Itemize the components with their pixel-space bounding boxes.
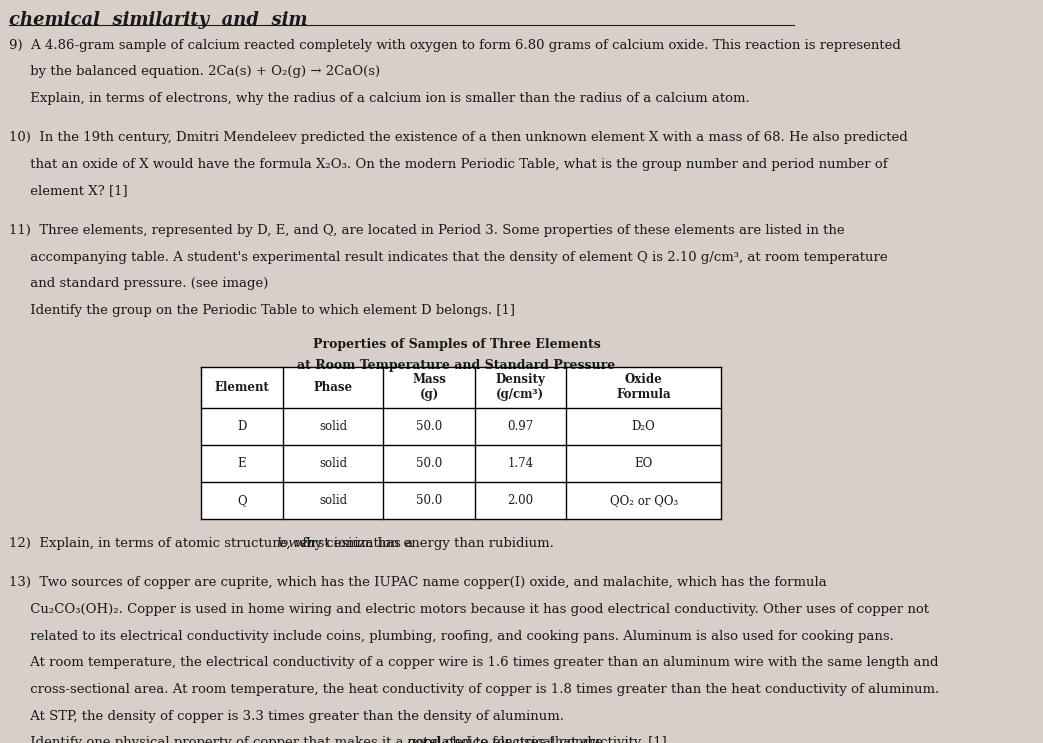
Text: Phase: Phase — [314, 381, 353, 394]
Bar — [201, 367, 722, 408]
Text: Properties of Samples of Three Elements: Properties of Samples of Three Elements — [313, 337, 601, 351]
Text: 12)  Explain, in terms of atomic structure, why cesium has a: 12) Explain, in terms of atomic structur… — [9, 537, 417, 550]
Text: Explain, in terms of electrons, why the radius of a calcium ion is smaller than : Explain, in terms of electrons, why the … — [9, 92, 750, 105]
Text: solid: solid — [319, 494, 347, 507]
Bar — [201, 445, 722, 482]
Text: first ionization energy than rubidium.: first ionization energy than rubidium. — [298, 537, 554, 550]
Text: 2.00: 2.00 — [507, 494, 533, 507]
Text: 0.97: 0.97 — [507, 420, 534, 433]
Text: E: E — [238, 457, 246, 470]
Text: Cu₂CO₃(OH)₂. Copper is used in home wiring and electric motors because it has go: Cu₂CO₃(OH)₂. Copper is used in home wiri… — [9, 603, 929, 616]
Text: cross-sectional area. At room temperature, the heat conductivity of copper is 1.: cross-sectional area. At room temperatur… — [9, 683, 940, 696]
Text: At room temperature, the electrical conductivity of a copper wire is 1.6 times g: At room temperature, the electrical cond… — [9, 656, 939, 669]
Text: related to its electrical conductivity include coins, plumbing, roofing, and coo: related to its electrical conductivity i… — [9, 629, 894, 643]
Text: D₂O: D₂O — [632, 420, 656, 433]
Text: QO₂ or QO₃: QO₂ or QO₃ — [609, 494, 678, 507]
Text: chemical  similarity  and  sim: chemical similarity and sim — [9, 10, 308, 28]
Text: Element: Element — [215, 381, 269, 394]
Text: element X? [1]: element X? [1] — [9, 184, 127, 198]
Text: that an oxide of X would have the formula X₂O₃. On the modern Periodic Table, wh: that an oxide of X would have the formul… — [9, 158, 888, 171]
Text: and standard pressure. (see image): and standard pressure. (see image) — [9, 277, 268, 291]
Text: 10)  In the 19th century, Dmitri Mendeleev predicted the existence of a then unk: 10) In the 19th century, Dmitri Mendelee… — [9, 132, 907, 144]
Text: 50.0: 50.0 — [416, 420, 442, 433]
Text: D: D — [237, 420, 246, 433]
Text: At STP, the density of copper is 3.3 times greater than the density of aluminum.: At STP, the density of copper is 3.3 tim… — [9, 710, 564, 723]
Text: Identify the group on the Periodic Table to which element D belongs. [1]: Identify the group on the Periodic Table… — [9, 304, 515, 317]
Text: Density
(g/cm³): Density (g/cm³) — [495, 374, 545, 401]
Text: 50.0: 50.0 — [416, 494, 442, 507]
Text: 11)  Three elements, represented by D, E, and Q, are located in Period 3. Some p: 11) Three elements, represented by D, E,… — [9, 224, 845, 237]
Text: 9)  A 4.86-gram sample of calcium reacted completely with oxygen to form 6.80 gr: 9) A 4.86-gram sample of calcium reacted… — [9, 39, 901, 51]
Text: solid: solid — [319, 420, 347, 433]
Text: by the balanced equation. 2Ca(s) + O₂(g) → 2CaO(s): by the balanced equation. 2Ca(s) + O₂(g)… — [9, 65, 381, 78]
Text: EO: EO — [634, 457, 653, 470]
Text: Q: Q — [237, 494, 247, 507]
Bar — [201, 408, 722, 445]
Text: at Room Temperature and Standard Pressure: at Room Temperature and Standard Pressur… — [297, 359, 615, 372]
Text: Identify one physical property of copper that makes it a good choice for uses th: Identify one physical property of copper… — [9, 736, 607, 743]
Text: 50.0: 50.0 — [416, 457, 442, 470]
Text: lower: lower — [276, 537, 314, 550]
Text: not: not — [407, 736, 429, 743]
Text: accompanying table. A student's experimental result indicates that the density o: accompanying table. A student's experime… — [9, 250, 888, 264]
Text: Oxide
Formula: Oxide Formula — [616, 374, 671, 401]
Text: related to electrical conductivity. [1]: related to electrical conductivity. [1] — [419, 736, 668, 743]
Bar — [201, 482, 722, 519]
Text: solid: solid — [319, 457, 347, 470]
Text: Mass
(g): Mass (g) — [412, 374, 446, 401]
Text: 13)  Two sources of copper are cuprite, which has the IUPAC name copper(I) oxide: 13) Two sources of copper are cuprite, w… — [9, 577, 827, 589]
Text: 1.74: 1.74 — [507, 457, 533, 470]
